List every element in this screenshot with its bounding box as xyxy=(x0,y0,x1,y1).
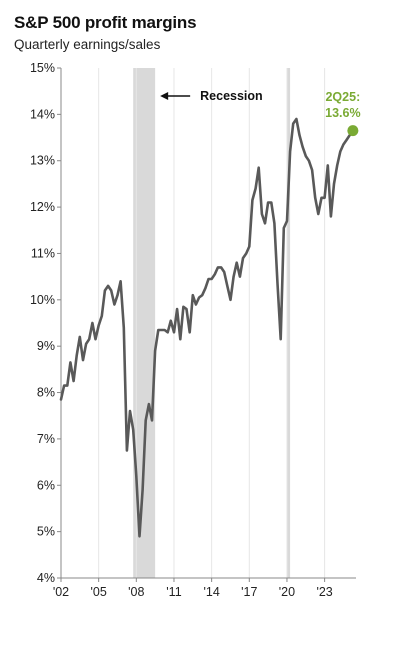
recession-band-2 xyxy=(286,68,291,578)
y-tick-label: 8% xyxy=(37,386,55,400)
y-tick-label: 10% xyxy=(30,293,55,307)
x-tick-label: '14 xyxy=(203,585,219,599)
x-tick-label: '05 xyxy=(91,585,107,599)
y-tick-label: 11% xyxy=(31,246,55,260)
recession-arrow-head xyxy=(160,92,169,100)
recession-label: Recession xyxy=(200,89,263,103)
chart-title: S&P 500 profit margins xyxy=(14,13,197,32)
y-axis-ticks: 4% 5% 6% 7% 8% 9% 10% 11% 12% 13% 14% 15% xyxy=(30,61,61,585)
profit-margin-line xyxy=(59,117,355,538)
x-tick-label: '23 xyxy=(316,585,332,599)
y-tick-label: 4% xyxy=(37,571,55,585)
annotations: Recession 2Q25: 13.6% xyxy=(160,89,361,120)
x-tick-label: '20 xyxy=(279,585,295,599)
latest-value-callout: 2Q25: xyxy=(325,90,360,104)
latest-value-callout: 13.6% xyxy=(325,106,360,120)
y-tick-label: 12% xyxy=(30,200,55,214)
x-tick-label: '08 xyxy=(128,585,144,599)
latest-value-marker xyxy=(347,125,359,137)
y-tick-label: 5% xyxy=(37,525,55,539)
x-axis-ticks: '02 '05 '08 '11 '14 '17 '20 '23 xyxy=(53,578,333,599)
y-tick-label: 15% xyxy=(30,61,55,75)
recession-bands xyxy=(133,68,291,578)
y-tick-label: 13% xyxy=(30,154,55,168)
x-tick-label: '17 xyxy=(241,585,257,599)
y-tick-label: 7% xyxy=(37,432,55,446)
chart-subtitle: Quarterly earnings/sales xyxy=(14,37,161,52)
y-tick-label: 9% xyxy=(37,339,55,353)
series-layer xyxy=(59,117,359,538)
axes xyxy=(60,68,356,579)
y-tick-label: 14% xyxy=(30,107,55,121)
x-tick-label: '11 xyxy=(166,585,181,599)
recession-band-1 xyxy=(133,68,156,578)
x-tick-label: '02 xyxy=(53,585,69,599)
y-tick-label: 6% xyxy=(37,478,55,492)
